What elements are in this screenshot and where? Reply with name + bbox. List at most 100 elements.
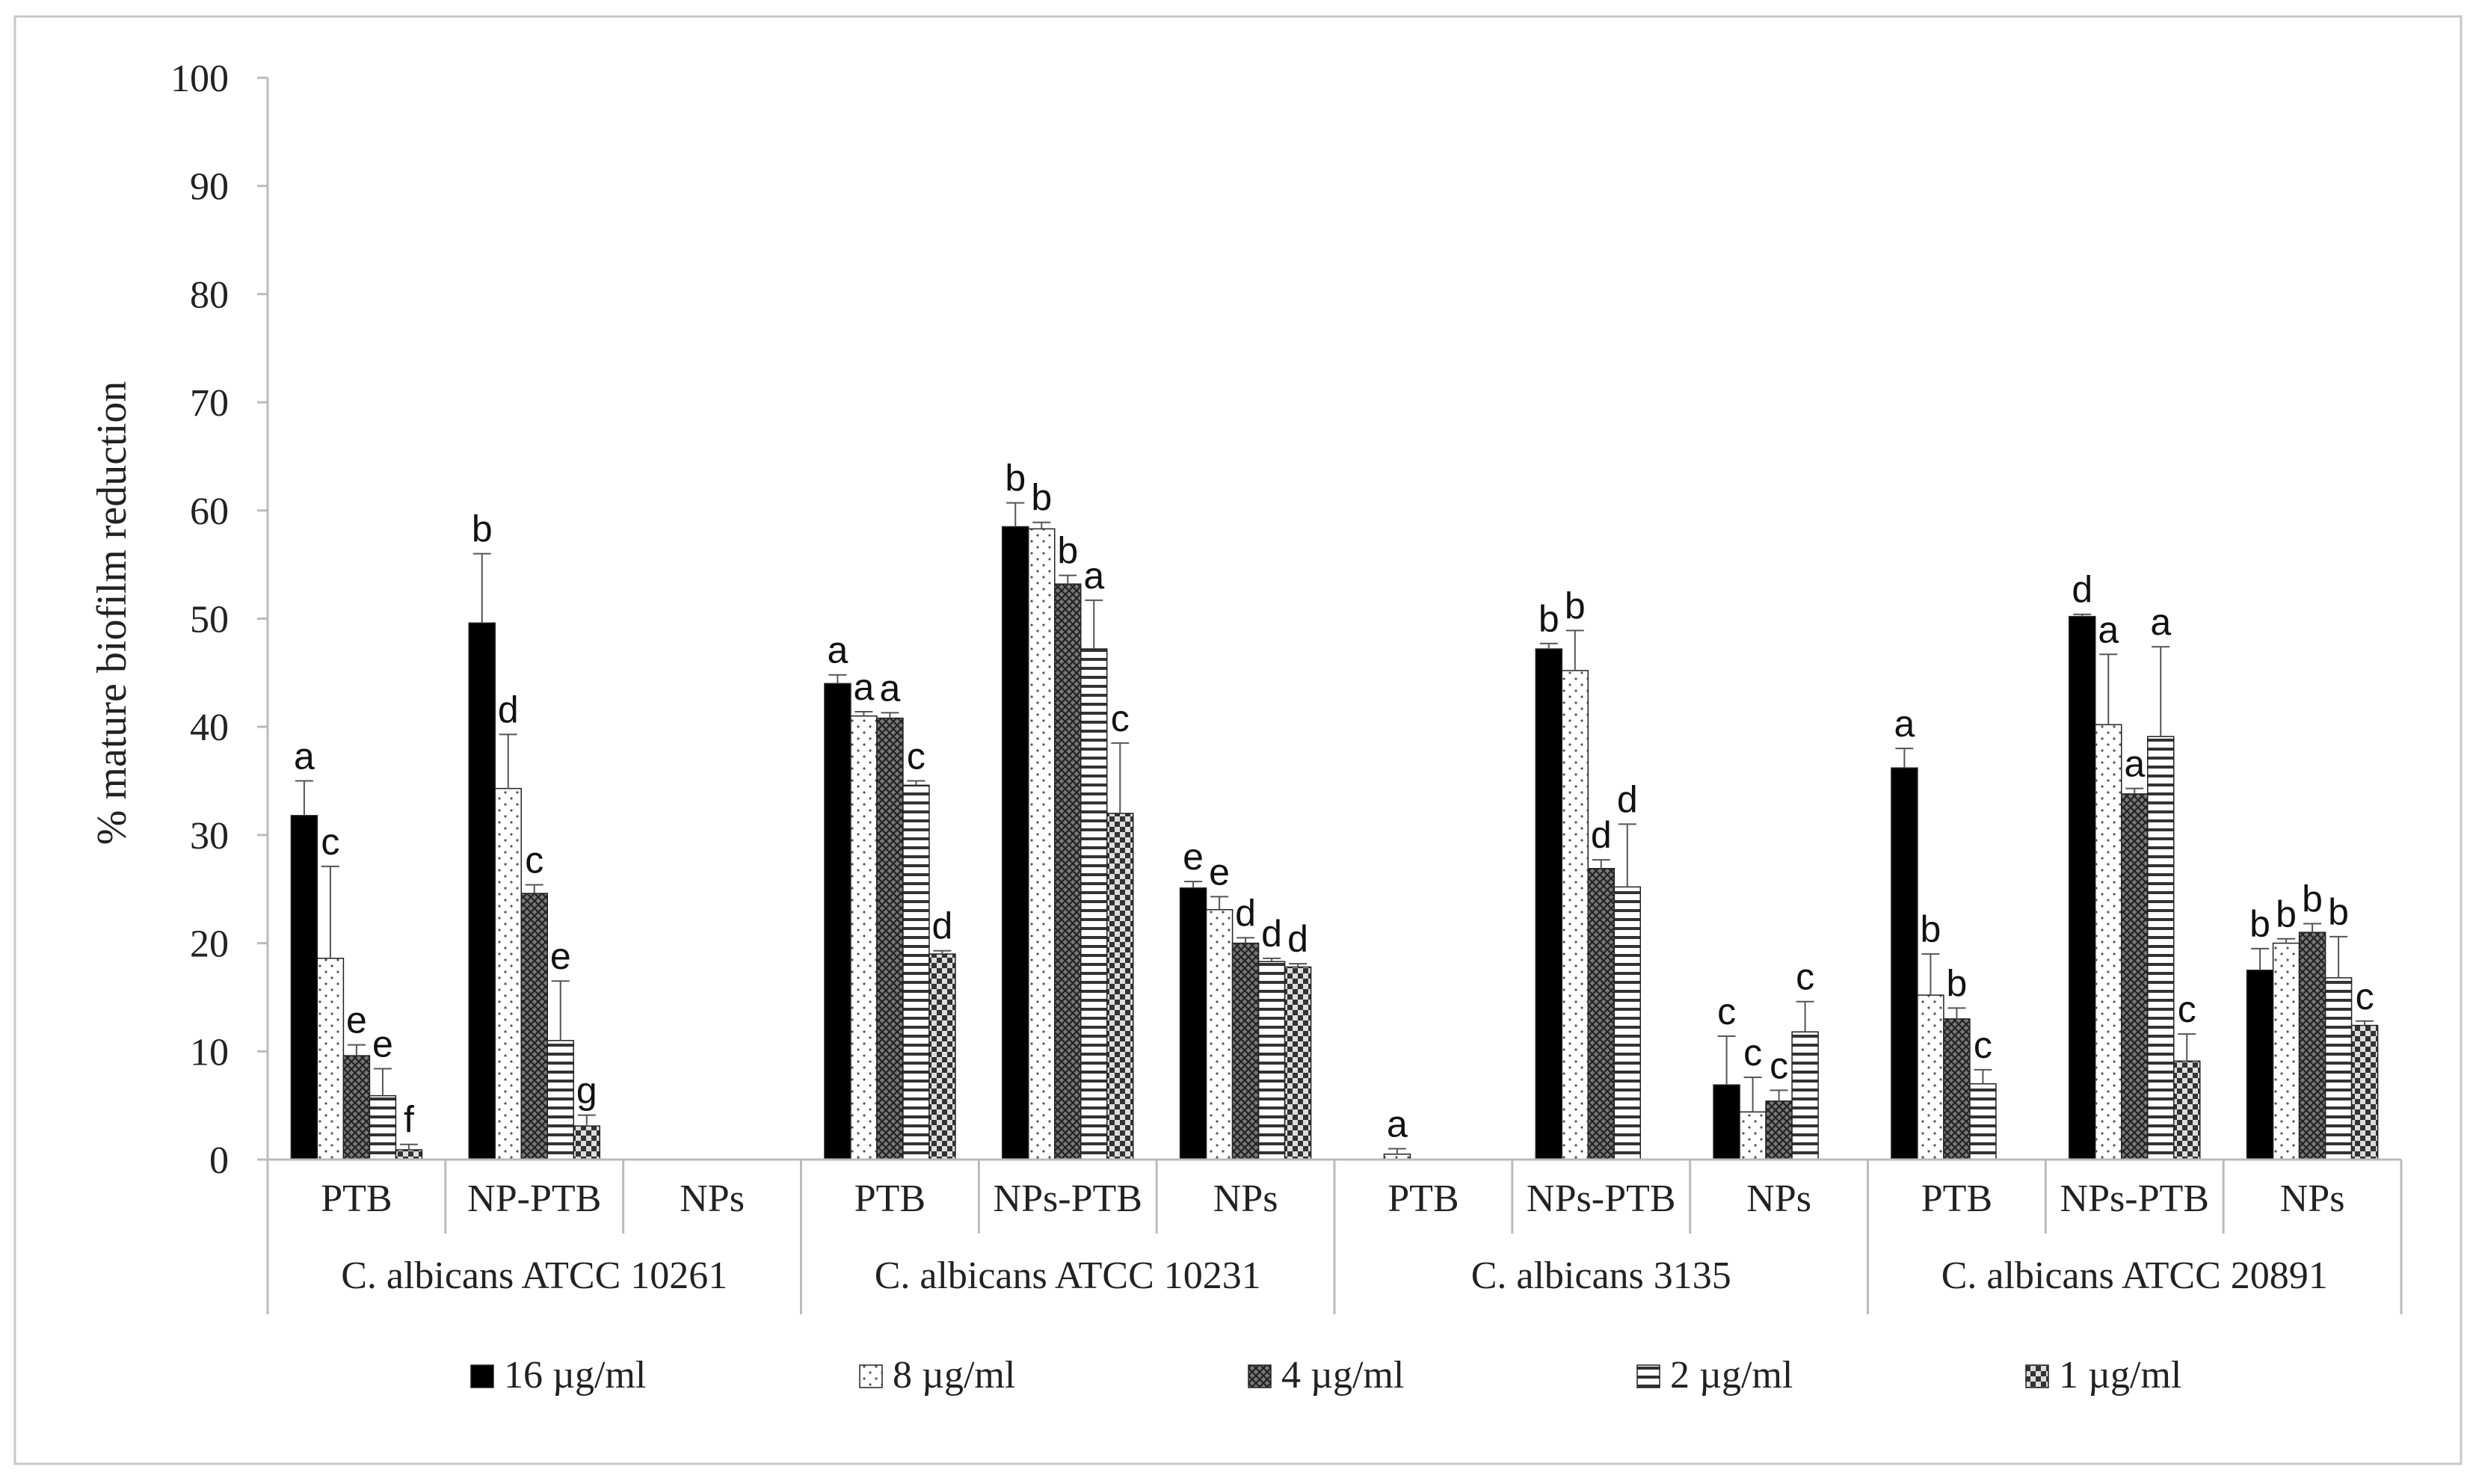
- significance-letter: c: [2356, 976, 2374, 1017]
- y-axis: 0 10 20 30 40 50 60 70 80 90 100: [170, 58, 269, 1314]
- legend-label: 4 µg/ml: [1281, 1354, 1404, 1397]
- bar: [2350, 1024, 2379, 1160]
- strain-label: C. albicans ATCC 10231: [875, 1254, 1261, 1297]
- significance-letter: d: [2072, 569, 2092, 611]
- y-tick-label: 70: [190, 382, 229, 425]
- bar: [1028, 528, 1056, 1160]
- significance-letter: b: [472, 508, 493, 550]
- bar: [2121, 793, 2149, 1160]
- bar: [1106, 813, 1134, 1160]
- significance-letter: d: [1261, 913, 1282, 955]
- group-label: NP-PTB: [467, 1177, 601, 1220]
- y-tick-label: 80: [190, 274, 229, 316]
- significance-letter: d: [1287, 918, 1308, 960]
- significance-letter: b: [1539, 598, 1559, 640]
- significance-letter: c: [1717, 991, 1736, 1032]
- significance-letter: c: [1770, 1044, 1788, 1086]
- significance-letter: c: [1974, 1024, 1992, 1066]
- significance-letter: e: [346, 1000, 367, 1041]
- significance-letter: a: [2150, 601, 2171, 643]
- bar: [1739, 1111, 1767, 1160]
- significance-letter: e: [372, 1023, 393, 1065]
- bar: [2272, 942, 2300, 1160]
- bar: [2147, 736, 2175, 1160]
- bar: [290, 815, 318, 1160]
- significance-letter: d: [932, 905, 953, 947]
- y-tick-label: 20: [190, 923, 229, 966]
- bar: [1231, 942, 1260, 1160]
- bar: [1943, 1018, 1971, 1160]
- group-label: PTB: [1388, 1177, 1459, 1220]
- legend-swatch: [2025, 1364, 2049, 1388]
- bar: [369, 1094, 397, 1160]
- legend-label: 16 µg/ml: [504, 1354, 646, 1397]
- bar: [2095, 724, 2122, 1160]
- group-label: PTB: [1921, 1177, 1992, 1220]
- bar: [1765, 1100, 1793, 1160]
- significance-letter: a: [854, 666, 875, 708]
- significance-letter: a: [2098, 609, 2119, 650]
- y-tick-label: 40: [190, 706, 229, 749]
- y-axis-label: % mature biofilm reduction: [89, 381, 135, 845]
- significance-letter: c: [321, 821, 339, 863]
- group-label: PTB: [321, 1177, 392, 1220]
- bar: [520, 893, 548, 1160]
- significance-letter: f: [404, 1099, 414, 1141]
- x-axis: PTB NP-PTB NPs C. albicans ATCC 10261 PTB NPs…: [266, 1158, 2403, 1314]
- bar: [573, 1125, 600, 1160]
- bar: [1613, 886, 1641, 1160]
- legend-swatch: [1636, 1364, 1660, 1388]
- significance-letter: d: [1591, 814, 1612, 856]
- group-label: NPs: [680, 1177, 745, 1220]
- group-label: NPs-PTB: [2060, 1177, 2209, 1220]
- bar: [2324, 977, 2353, 1160]
- bar: [342, 1055, 371, 1160]
- bar: [1179, 887, 1207, 1160]
- bar: [902, 784, 930, 1160]
- legend-swatch: [1248, 1364, 1272, 1388]
- legend-label: 1 µg/ml: [2059, 1354, 2181, 1397]
- significance-letter: b: [2249, 903, 2270, 945]
- significance-letter: a: [294, 736, 315, 778]
- significance-letter: a: [1387, 1103, 1408, 1145]
- bar: [1791, 1031, 1819, 1160]
- significance-letter: c: [1743, 1032, 1762, 1074]
- significance-letter: b: [1005, 458, 1026, 499]
- strain-label: C. albicans ATCC 10261: [341, 1254, 727, 1297]
- bar: [1284, 966, 1312, 1160]
- legend-swatch: [859, 1364, 883, 1388]
- y-tick-label: 100: [170, 58, 229, 100]
- bar: [1205, 908, 1234, 1160]
- significance-letter: b: [2328, 891, 2349, 933]
- significance-letter: b: [2302, 878, 2323, 920]
- significance-letter: e: [550, 935, 571, 977]
- bar: [1257, 961, 1286, 1160]
- bar: [316, 958, 345, 1160]
- bar: [850, 715, 878, 1160]
- bar: [1535, 648, 1562, 1160]
- y-tick-label: 0: [209, 1139, 229, 1182]
- significance-letter: a: [880, 667, 901, 709]
- y-tick-label: 60: [190, 490, 229, 533]
- bar: [468, 622, 496, 1160]
- bar: [2298, 932, 2326, 1160]
- significance-letter: d: [1235, 892, 1256, 934]
- significance-letter: e: [1209, 851, 1230, 893]
- group-label: NPs: [1746, 1177, 1811, 1220]
- chart-frame: [13, 15, 2463, 1465]
- bar: [824, 683, 851, 1160]
- significance-letter: c: [1111, 698, 1130, 739]
- significance-letter: b: [1921, 908, 1941, 950]
- significance-letter: b: [1057, 530, 1078, 572]
- legend: 16 µg/ml 8 µg/ml 4 µg/ml 2 µg/ml 1 µg/ml: [470, 1354, 2181, 1397]
- bar: [1080, 648, 1108, 1160]
- bar: [494, 787, 522, 1160]
- significance-letter: c: [2178, 988, 2196, 1030]
- bar: [928, 953, 956, 1160]
- significance-letter: a: [828, 629, 849, 671]
- bar: [2069, 615, 2096, 1160]
- strain-label: C. albicans 3135: [1471, 1254, 1731, 1297]
- bar: [1917, 994, 1944, 1160]
